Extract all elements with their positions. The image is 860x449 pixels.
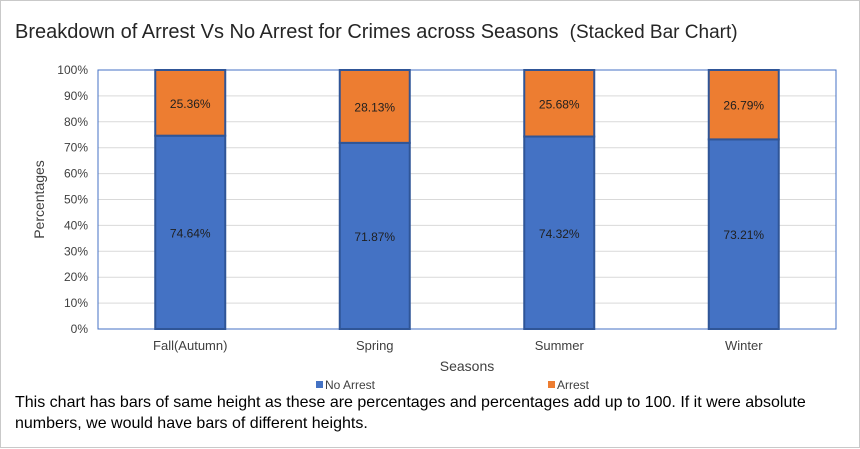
chart-note: This chart has bars of same height as th…	[15, 394, 806, 432]
x-tick-label: Fall(Autumn)	[153, 338, 227, 353]
y-tick-label: 30%	[64, 244, 88, 258]
y-tick-label: 60%	[64, 167, 88, 181]
legend-swatch-arrest	[548, 381, 555, 388]
data-label: 73.21%	[723, 228, 764, 242]
data-label: 25.68%	[539, 97, 580, 111]
chart-subtitle: (Stacked Bar Chart)	[569, 22, 738, 43]
y-tick-label: 80%	[64, 115, 88, 129]
bar-arrest	[338, 69, 411, 144]
plot-area	[97, 69, 837, 330]
bar-arrest	[154, 69, 227, 137]
data-label: 25.36%	[170, 97, 211, 111]
legend-label: Arrest	[557, 378, 590, 392]
y-tick-label: 10%	[64, 296, 88, 310]
bar-no-arrest	[523, 135, 596, 330]
y-tick-label: 70%	[64, 141, 88, 155]
x-axis-title: Seasons	[440, 358, 494, 374]
y-tick-label: 100%	[57, 63, 88, 77]
data-label: 28.13%	[354, 100, 395, 114]
y-tick-label: 40%	[64, 218, 88, 232]
data-label: 26.79%	[723, 99, 764, 113]
y-tick-label: 50%	[64, 193, 88, 207]
y-tick-label: 20%	[64, 270, 88, 284]
x-tick-label: Summer	[535, 338, 585, 353]
bar-arrest	[523, 69, 596, 138]
data-label: 74.64%	[170, 226, 211, 240]
chart-title-text: Breakdown of Arrest Vs No Arrest for Cri…	[15, 21, 559, 43]
x-tick-label: Spring	[356, 338, 394, 353]
data-label: 74.32%	[539, 227, 580, 241]
y-tick-label: 0%	[71, 322, 89, 336]
y-axis-title: Percentages	[31, 160, 47, 239]
y-tick-label: 90%	[64, 89, 88, 103]
legend-label: No Arrest	[325, 378, 376, 392]
x-tick-label: Winter	[725, 338, 763, 353]
bar-no-arrest	[707, 138, 780, 330]
bar-no-arrest	[338, 141, 411, 330]
bar-arrest	[707, 69, 780, 141]
chart-title: Breakdown of Arrest Vs No Arrest for Cri…	[15, 21, 738, 44]
data-label: 71.87%	[354, 230, 395, 244]
legend-swatch-no-arrest	[316, 381, 323, 388]
bar-no-arrest	[154, 134, 227, 330]
